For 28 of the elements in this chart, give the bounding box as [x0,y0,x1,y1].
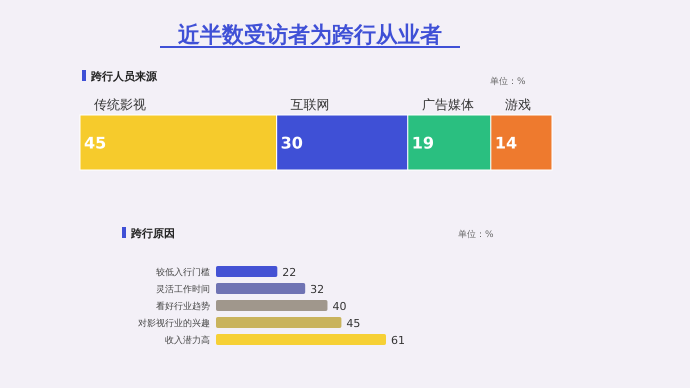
data-label: 32 [310,283,324,296]
data-label: 14 [494,134,518,152]
y-tick-label: 收入潜力高 [165,335,210,346]
chart-title: 近半数受访者为跨行从业者 [177,22,442,48]
y-tick-label: 灵活工作时间 [156,284,210,295]
data-label: 61 [391,334,405,347]
bar [216,283,306,294]
series-label: 广告媒体 [422,98,474,113]
series-label: 互联网 [290,98,330,113]
y-tick-label: 较低入行门槛 [156,267,210,278]
data-label: 40 [332,300,346,313]
bar [216,266,278,277]
data-label: 19 [412,134,434,152]
bar [216,300,328,311]
data-label: 45 [346,317,360,330]
data-label: 30 [280,134,303,152]
bar [216,317,342,328]
text: 单位：% [490,76,526,87]
data-label: 45 [84,134,106,152]
series-label: 传统影视 [94,98,146,113]
data-label: 22 [282,266,296,279]
bar [216,334,386,345]
chart-subtitle: 跨行人员来源 [90,70,158,83]
y-tick-label: 对影视行业的兴趣 [138,318,210,329]
text: 单位：% [458,229,494,240]
series-label: 游戏 [504,98,531,113]
chart-title: 跨行原因 [130,227,175,240]
y-tick-label: 看好行业趋势 [156,301,210,312]
